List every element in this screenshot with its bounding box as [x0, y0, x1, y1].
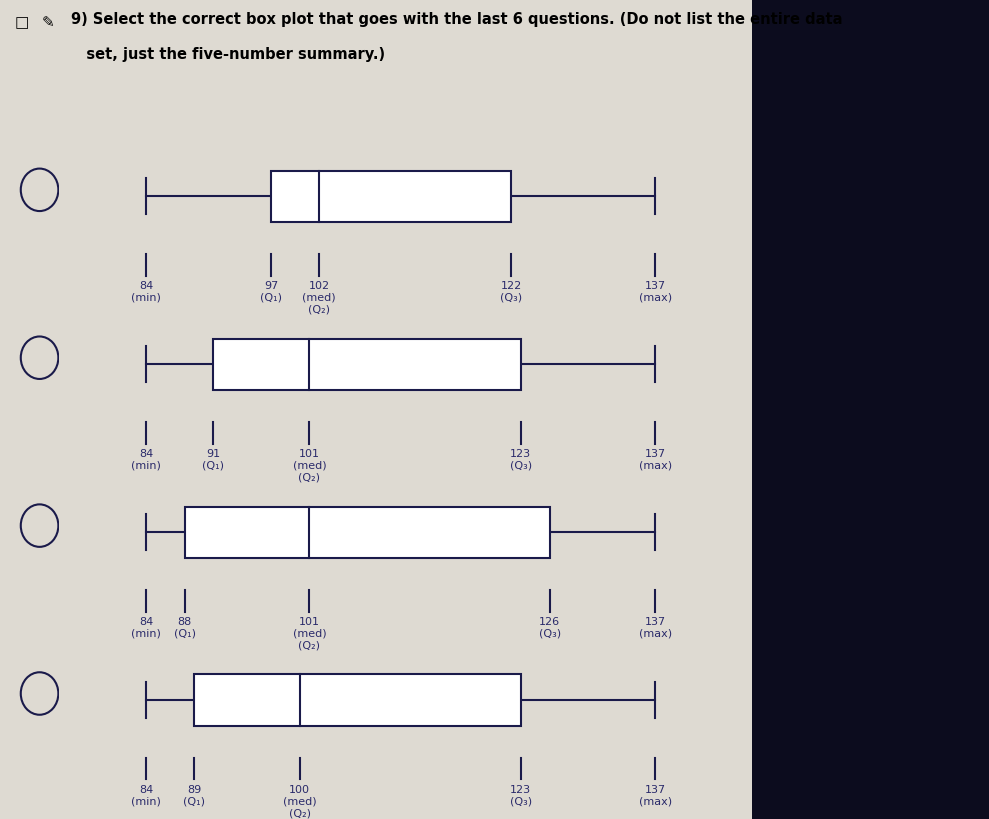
- Text: 84
(min): 84 (min): [132, 281, 161, 303]
- Text: 137
(max): 137 (max): [639, 281, 672, 303]
- Text: 91
(Q₁): 91 (Q₁): [203, 449, 225, 471]
- Text: 102
(med)
(Q₂): 102 (med) (Q₂): [303, 281, 336, 314]
- Text: set, just the five-number summary.): set, just the five-number summary.): [71, 48, 386, 62]
- Text: 123
(Q₃): 123 (Q₃): [509, 449, 532, 471]
- Text: 137
(max): 137 (max): [639, 449, 672, 471]
- Text: 89
(Q₁): 89 (Q₁): [183, 785, 205, 807]
- Text: □: □: [15, 15, 30, 29]
- Text: 123
(Q₃): 123 (Q₃): [509, 785, 532, 807]
- Bar: [185, 507, 550, 558]
- Bar: [214, 339, 521, 390]
- Text: 137
(max): 137 (max): [639, 785, 672, 807]
- Text: 101
(med)
(Q₂): 101 (med) (Q₂): [293, 617, 326, 650]
- Text: 84
(min): 84 (min): [132, 617, 161, 639]
- Text: 101
(med)
(Q₂): 101 (med) (Q₂): [293, 449, 326, 482]
- Text: 84
(min): 84 (min): [132, 449, 161, 471]
- Text: 97
(Q₁): 97 (Q₁): [260, 281, 282, 303]
- Text: ✎: ✎: [42, 15, 54, 29]
- Text: 100
(med)
(Q₂): 100 (med) (Q₂): [283, 785, 316, 818]
- Bar: [271, 171, 511, 222]
- Text: 126
(Q₃): 126 (Q₃): [539, 617, 561, 639]
- Text: 9) Select the correct box plot that goes with the last 6 questions. (Do not list: 9) Select the correct box plot that goes…: [71, 11, 843, 27]
- Bar: [194, 675, 521, 726]
- Text: 122
(Q₃): 122 (Q₃): [500, 281, 522, 303]
- Text: 84
(min): 84 (min): [132, 785, 161, 807]
- Text: 88
(Q₁): 88 (Q₁): [173, 617, 196, 639]
- Text: 137
(max): 137 (max): [639, 617, 672, 639]
